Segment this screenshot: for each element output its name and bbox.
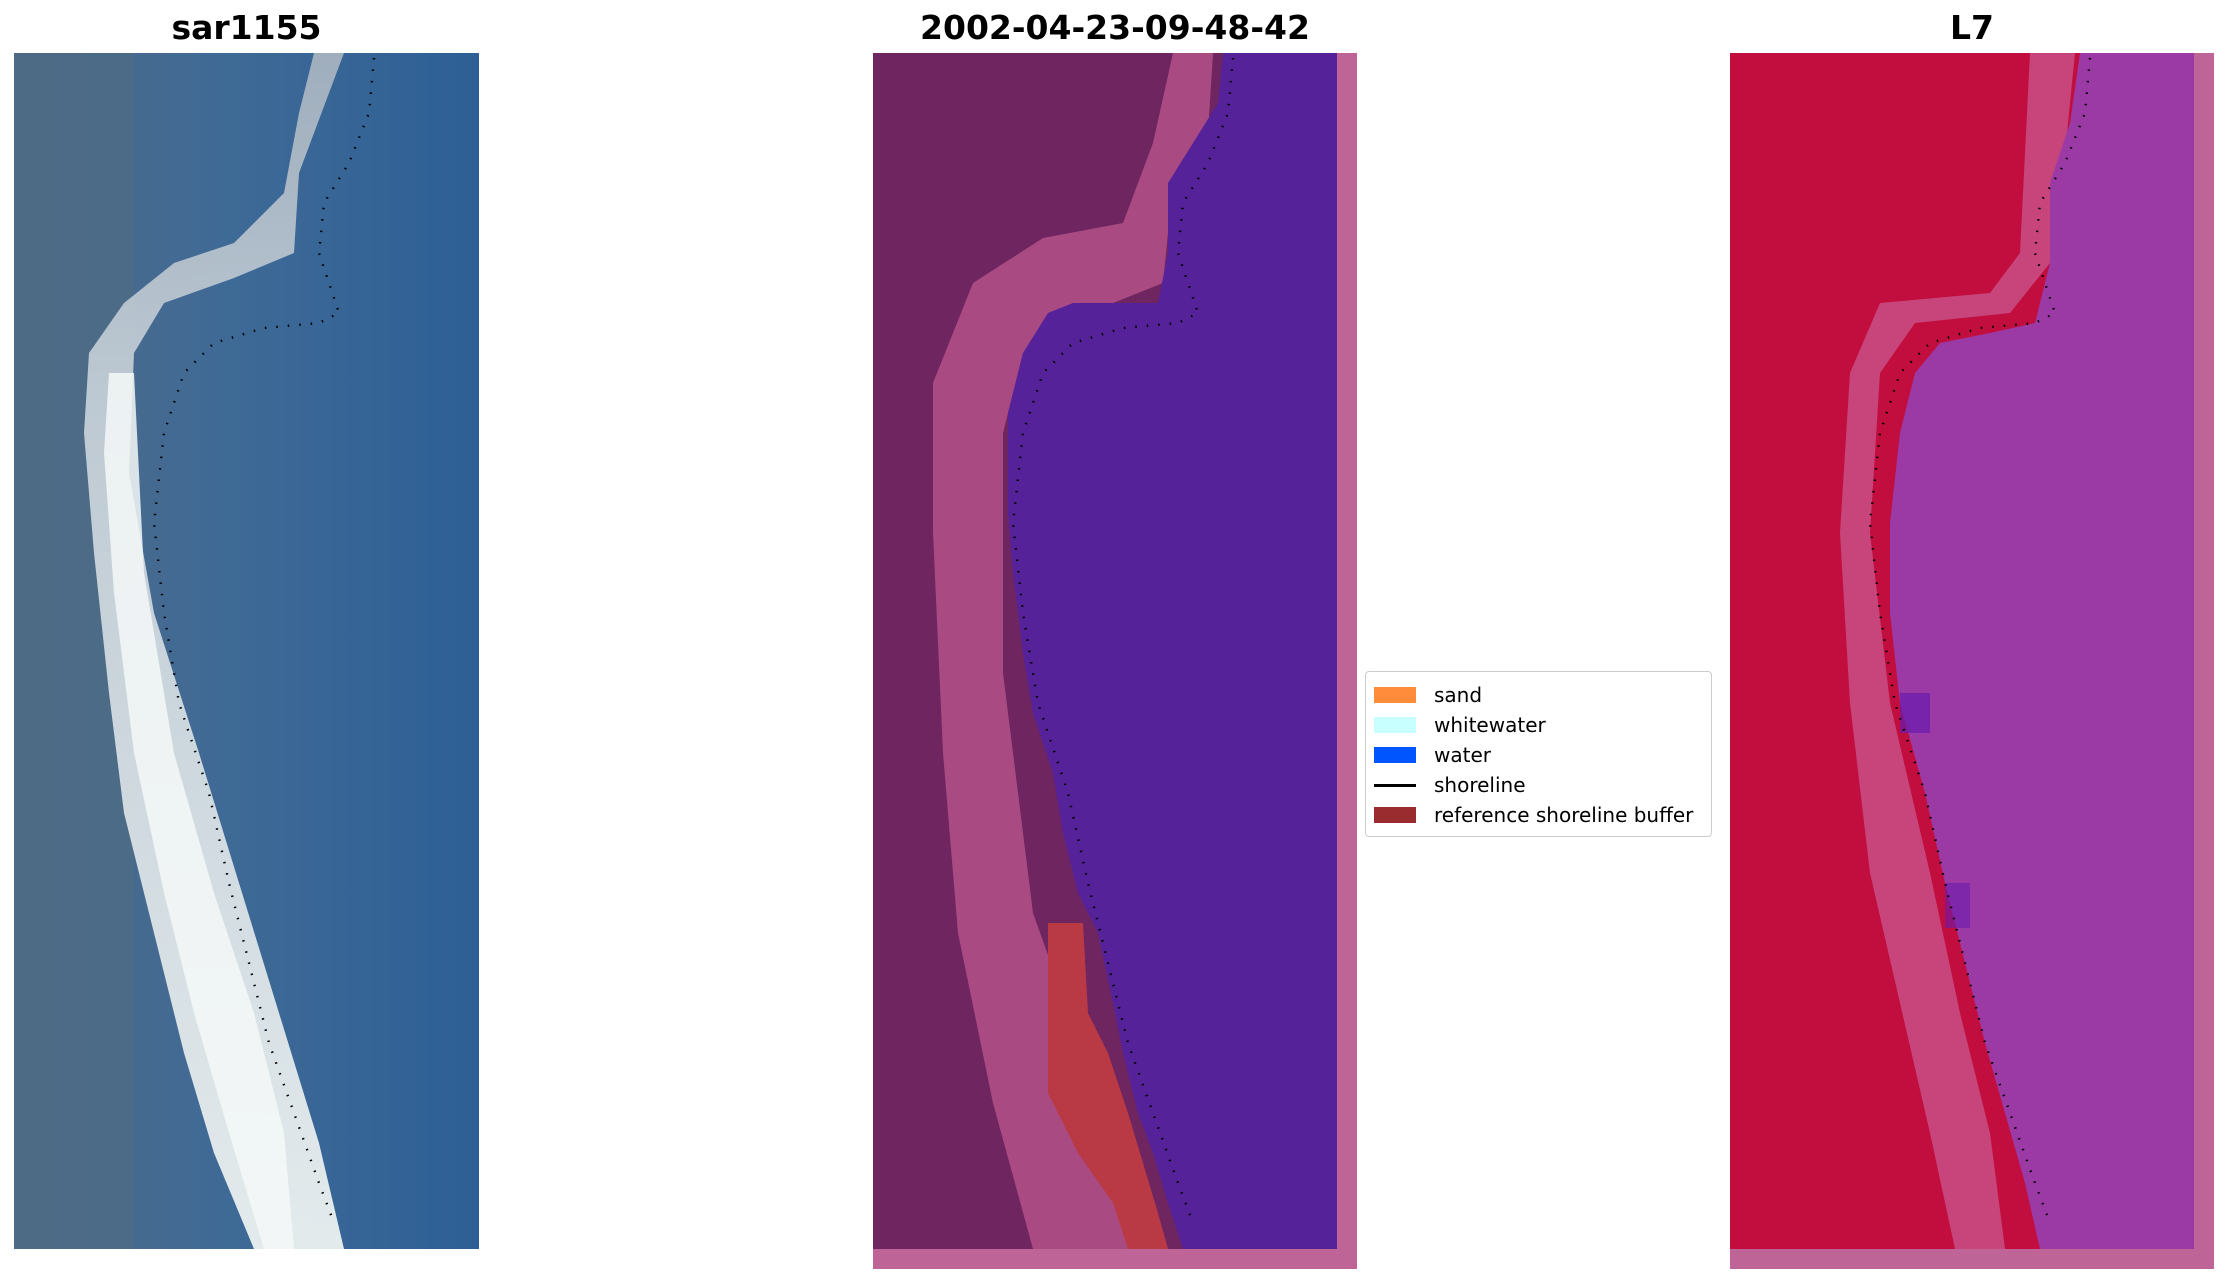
mndwi-water-patch [1945, 883, 1970, 928]
mndwi-shoreline [1868, 57, 2092, 1224]
legend-item-reference-buffer: reference shoreline buffer [1366, 800, 1711, 830]
rgb-shoreline [152, 57, 376, 1224]
whitewater-swatch [1374, 717, 1416, 733]
classification-water [1008, 53, 1337, 1249]
sand-swatch [1374, 687, 1416, 703]
mndwi-transition [1840, 53, 2075, 1249]
mndwi-water [1890, 53, 2194, 1249]
legend-item-whitewater: whitewater [1366, 710, 1711, 740]
legend-label: shoreline [1434, 773, 1526, 797]
classification-buffer [1048, 923, 1168, 1249]
classification-panel-title: 2002-04-23-09-48-42 [920, 8, 1310, 47]
reference-buffer-swatch [1374, 807, 1416, 823]
legend-label: water [1434, 743, 1491, 767]
rgb-panel-title: sar1155 [171, 8, 322, 47]
classification-beach-band [933, 53, 1213, 1249]
shoreline-line-swatch [1374, 783, 1416, 787]
legend-item-shoreline: shoreline [1366, 770, 1711, 800]
legend-item-water: water [1366, 740, 1711, 770]
classification-shoreline [1011, 57, 1235, 1224]
mndwi-panel-title: L7 [1950, 8, 1994, 47]
legend-label: reference shoreline buffer [1434, 803, 1694, 827]
rgb-beach-core [104, 373, 294, 1249]
mndwi-image [1730, 53, 2214, 1269]
legend-label: sand [1434, 683, 1483, 707]
mndwi-water-patch [1900, 693, 1930, 733]
classification-image [873, 53, 1357, 1269]
rgb-image [14, 53, 479, 1249]
legend-item-sand: sand [1366, 680, 1711, 710]
legend: sand whitewater water shoreline referenc… [1365, 671, 1712, 837]
legend-label: whitewater [1434, 713, 1546, 737]
mndwi-panel [1730, 53, 2214, 1269]
rgb-image-panel [14, 53, 479, 1249]
classification-panel [873, 53, 1357, 1269]
water-swatch [1374, 747, 1416, 763]
